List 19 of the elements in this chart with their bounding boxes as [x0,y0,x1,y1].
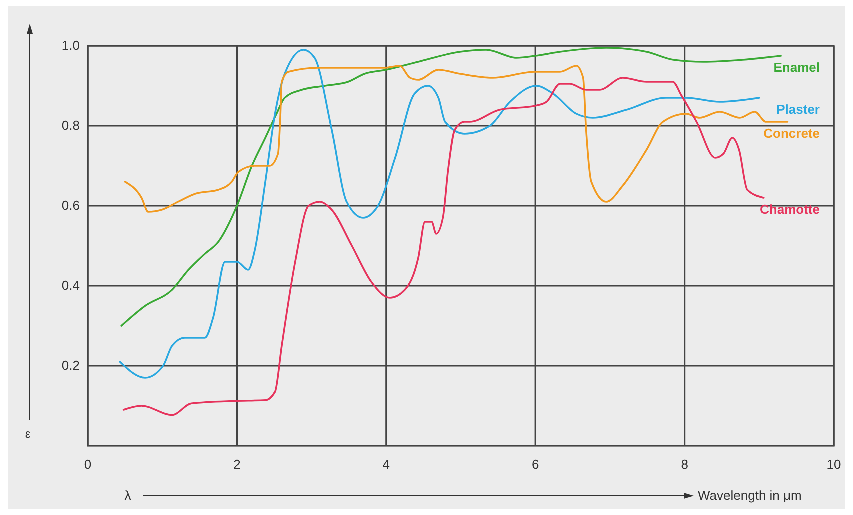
series-label: Chamotte [760,202,820,217]
x-tick-label: 2 [234,457,241,472]
x-tick-label: 0 [84,457,92,472]
y-tick-label: 0.6 [62,198,80,214]
x-tick-label: 10 [826,457,842,472]
y-tick-label: 0.4 [62,278,80,294]
y-axis-title: ε [25,427,32,441]
x-tick-label: 8 [681,457,688,472]
y-tick-label: 0.2 [62,358,80,374]
line-series [119,49,760,379]
series-label: Concrete [764,126,820,141]
text: λ [124,488,132,503]
series-label: Plaster [776,102,820,117]
x-tick-label: 4 [382,457,390,472]
x-tick-label: 6 [532,457,540,472]
y-tick-label: 0.8 [62,118,80,134]
x-axis-title: Wavelength in μm [698,488,802,503]
y-tick-label: 1.0 [62,38,80,54]
series-label: Enamel [774,60,820,75]
